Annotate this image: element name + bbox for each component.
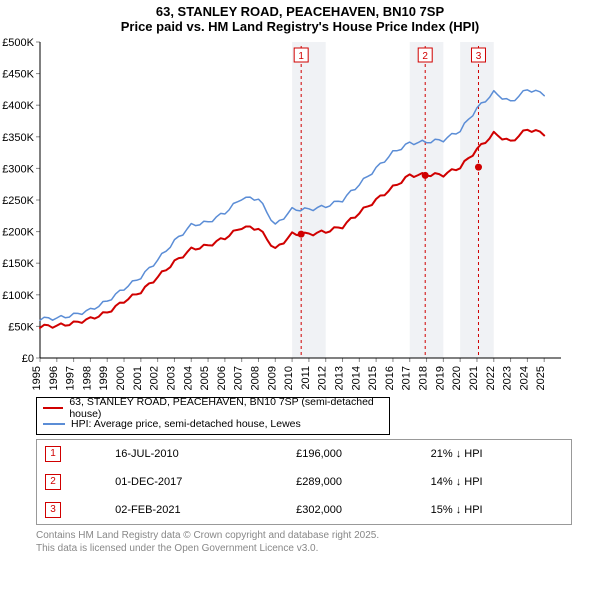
svg-text:2002: 2002 [149, 366, 161, 390]
sale-price: £289,000 [288, 468, 423, 496]
svg-text:2025: 2025 [535, 366, 547, 390]
svg-text:£50K: £50K [8, 321, 34, 333]
svg-text:£400K: £400K [2, 100, 34, 112]
svg-text:2023: 2023 [502, 366, 514, 390]
svg-text:2005: 2005 [199, 366, 211, 390]
sale-delta: 14% ↓ HPI [423, 468, 572, 496]
svg-text:2011: 2011 [300, 366, 312, 390]
svg-text:2004: 2004 [182, 366, 194, 390]
sale-price: £302,000 [288, 496, 423, 525]
svg-text:£250K: £250K [2, 195, 34, 207]
svg-text:2017: 2017 [401, 366, 413, 390]
svg-text:2018: 2018 [418, 366, 430, 390]
marker-badge: 3 [45, 502, 61, 518]
svg-text:£500K: £500K [2, 38, 34, 49]
sale-delta: 21% ↓ HPI [423, 440, 572, 469]
marker-badge: 2 [45, 474, 61, 490]
legend-swatch-hpi [43, 423, 65, 425]
svg-text:2007: 2007 [233, 366, 245, 390]
sale-date: 01-DEC-2017 [107, 468, 288, 496]
page-title: 63, STANLEY ROAD, PEACEHAVEN, BN10 7SP [0, 0, 600, 19]
svg-text:1997: 1997 [65, 366, 77, 390]
footnote-line-1: Contains HM Land Registry data © Crown c… [36, 530, 379, 541]
svg-text:2010: 2010 [283, 366, 295, 390]
legend-item-paid: 63, STANLEY ROAD, PEACEHAVEN, BN10 7SP (… [43, 400, 383, 416]
svg-text:2009: 2009 [266, 366, 278, 390]
svg-text:1995: 1995 [31, 366, 43, 390]
sale-delta: 15% ↓ HPI [423, 496, 572, 525]
legend-swatch-paid [43, 407, 63, 409]
svg-text:£300K: £300K [2, 163, 34, 175]
svg-text:1999: 1999 [98, 366, 110, 390]
sale-marker-cell: 2 [37, 468, 108, 496]
svg-text:2013: 2013 [334, 366, 346, 390]
svg-text:2019: 2019 [434, 366, 446, 390]
svg-text:2012: 2012 [317, 366, 329, 390]
svg-text:£450K: £450K [2, 69, 34, 81]
chart-container: £0 £50K £100K £150K £200K £250K £300K £350K £400… [0, 38, 570, 393]
svg-text:1: 1 [298, 51, 304, 62]
svg-text:2: 2 [422, 51, 428, 62]
svg-text:£150K: £150K [2, 258, 34, 270]
svg-text:2014: 2014 [350, 366, 362, 390]
legend-label-hpi: HPI: Average price, semi-detached house,… [71, 418, 301, 430]
legend: 63, STANLEY ROAD, PEACEHAVEN, BN10 7SP (… [36, 397, 390, 435]
svg-text:2008: 2008 [249, 366, 261, 390]
sale-price: £196,000 [288, 440, 423, 469]
sale-date: 16-JUL-2010 [107, 440, 288, 469]
line-chart: £0 £50K £100K £150K £200K £250K £300K £350K £400… [0, 38, 570, 393]
table-row: 1 16-JUL-2010£196,00021% ↓ HPI [37, 440, 572, 469]
svg-text:2021: 2021 [468, 366, 480, 390]
svg-text:£350K: £350K [2, 132, 34, 144]
svg-text:2000: 2000 [115, 366, 127, 390]
footnote-line-2: This data is licensed under the Open Gov… [36, 543, 318, 554]
svg-text:2006: 2006 [216, 366, 228, 390]
svg-text:£0: £0 [22, 353, 34, 365]
svg-text:2015: 2015 [367, 366, 379, 390]
svg-text:2024: 2024 [518, 366, 530, 390]
marker-badge: 1 [45, 446, 61, 462]
svg-text:2003: 2003 [165, 366, 177, 390]
svg-text:3: 3 [476, 51, 482, 62]
sale-marker-cell: 1 [37, 440, 108, 469]
table-row: 2 01-DEC-2017£289,00014% ↓ HPI [37, 468, 572, 496]
svg-text:£200K: £200K [2, 227, 34, 239]
sales-table: 1 16-JUL-2010£196,00021% ↓ HPI 2 01-DEC-201… [36, 439, 572, 525]
svg-text:2022: 2022 [485, 366, 497, 390]
sale-marker-cell: 3 [37, 496, 108, 525]
svg-text:£100K: £100K [2, 290, 34, 302]
svg-text:2016: 2016 [384, 366, 396, 390]
page-subtitle: Price paid vs. HM Land Registry's House … [0, 19, 600, 38]
svg-text:2020: 2020 [451, 366, 463, 390]
table-row: 3 02-FEB-2021£302,00015% ↓ HPI [37, 496, 572, 525]
svg-text:1998: 1998 [81, 366, 93, 390]
footnote: Contains HM Land Registry data © Crown c… [36, 529, 580, 555]
svg-text:1996: 1996 [48, 366, 60, 390]
legend-label-paid: 63, STANLEY ROAD, PEACEHAVEN, BN10 7SP (… [69, 396, 383, 420]
svg-text:2001: 2001 [132, 366, 144, 390]
sale-date: 02-FEB-2021 [107, 496, 288, 525]
